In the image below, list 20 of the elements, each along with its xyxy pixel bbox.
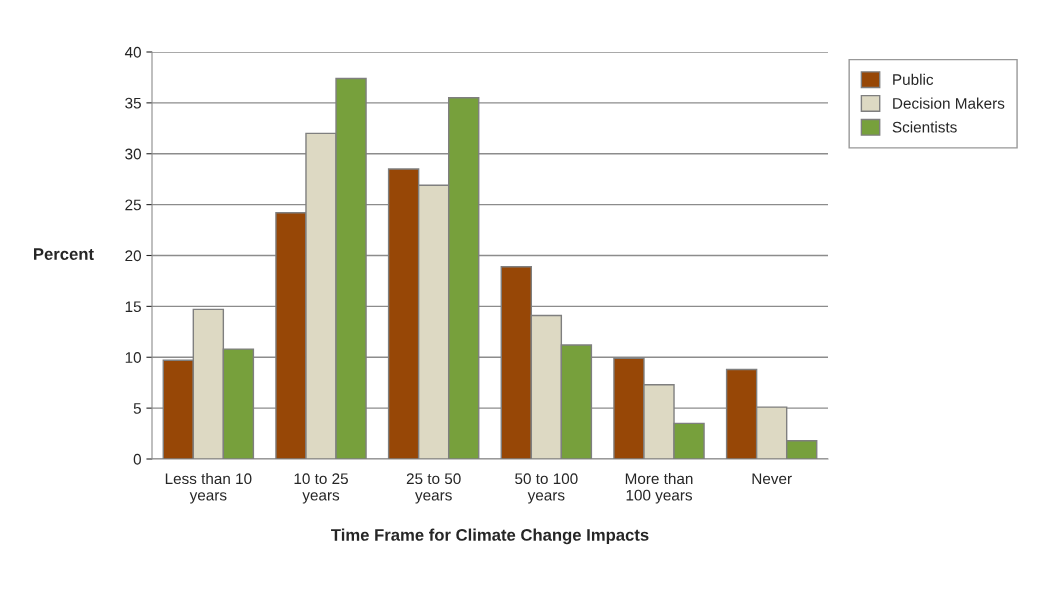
x-tick-label: 25 to 50 years: [406, 473, 461, 504]
y-tick-label: 40: [124, 46, 141, 58]
y-tick-label: 15: [125, 301, 141, 313]
y-tick-label: 10: [125, 352, 141, 363]
y-tick-label: 35: [125, 97, 141, 109]
x-tick-label: 10 to 25 years: [294, 473, 348, 504]
legend-label: Decision Makers: [893, 97, 1005, 109]
y-axis-title: Percent: [34, 248, 94, 260]
x-tick-label: 50 to 100 years: [515, 473, 578, 504]
y-tick-label: 25: [125, 199, 141, 211]
legend-label: Scientists: [892, 121, 957, 133]
x-tick-label: Less than 10 years: [165, 472, 252, 504]
y-tick-label: 20: [125, 250, 141, 262]
y-tick-label: 5: [133, 403, 141, 414]
x-tick-label: Never: [752, 473, 792, 485]
y-tick-label: 0: [133, 453, 141, 465]
legend-label: Public: [893, 73, 934, 85]
x-axis-title: Time Frame for Climate Change Impacts: [331, 528, 649, 545]
y-tick-label: 30: [125, 148, 141, 160]
x-tick-label: More than 100 years: [625, 472, 693, 504]
